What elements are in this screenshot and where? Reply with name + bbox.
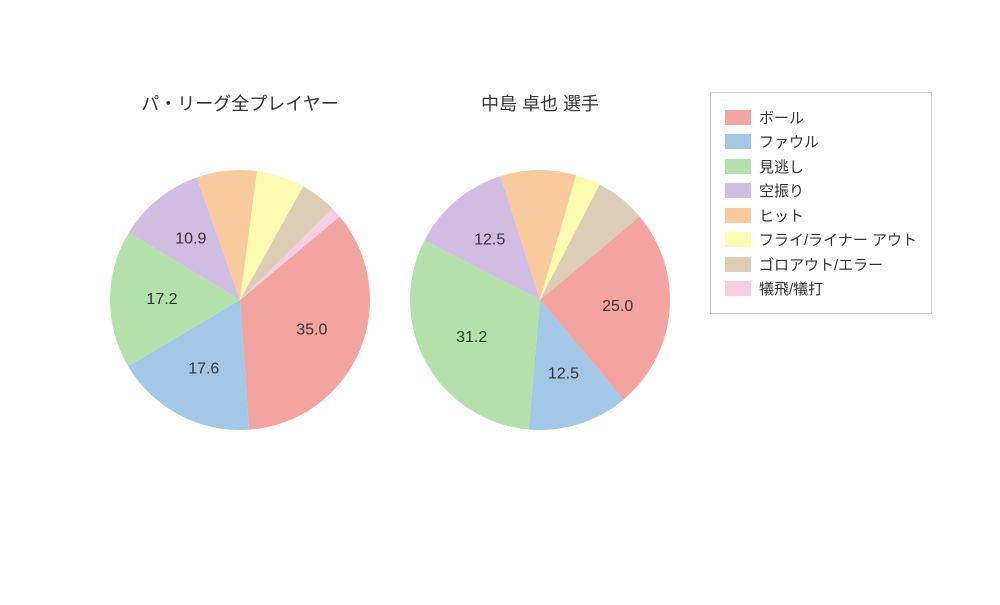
legend-label: ボール	[759, 107, 804, 128]
legend-item: ボール	[725, 107, 917, 128]
legend-item: フライ/ライナー アウト	[725, 229, 917, 250]
legend-swatch	[725, 232, 751, 247]
legend-item: ファウル	[725, 131, 917, 152]
legend-swatch	[725, 110, 751, 125]
legend: ボールファウル見逃し空振りヒットフライ/ライナー アウトゴロアウト/エラー犠飛/…	[710, 92, 932, 314]
legend-label: 見逃し	[759, 156, 804, 177]
legend-swatch	[725, 281, 751, 296]
legend-item: 見逃し	[725, 156, 917, 177]
chart-1-title: パ・リーグ全プレイヤー	[120, 90, 360, 116]
chart-1-title-wrapper: パ・リーグ全プレイヤー	[120, 90, 360, 134]
legend-label: フライ/ライナー アウト	[759, 229, 917, 250]
legend-label: 犠飛/犠打	[759, 278, 823, 299]
pie-slice-label: 25.0	[602, 298, 633, 315]
legend-label: ゴロアウト/エラー	[759, 254, 883, 275]
legend-swatch	[725, 159, 751, 174]
chart-2-title: 中島 卓也 選手	[420, 90, 660, 116]
pie-slice-label: 17.6	[188, 360, 219, 377]
pie-slice-label: 35.0	[296, 322, 327, 339]
legend-swatch	[725, 183, 751, 198]
legend-label: 空振り	[759, 180, 804, 201]
legend-label: ヒット	[759, 205, 804, 226]
pie-slice-label: 17.2	[146, 291, 177, 308]
pie-slice-label: 31.2	[456, 329, 487, 346]
pie-slice-label: 12.5	[548, 366, 579, 383]
legend-item: 犠飛/犠打	[725, 278, 917, 299]
legend-swatch	[725, 134, 751, 149]
legend-item: ヒット	[725, 205, 917, 226]
pie-slice-label: 12.5	[474, 232, 505, 249]
chart-2-title-wrapper: 中島 卓也 選手	[420, 90, 660, 134]
legend-item: 空振り	[725, 180, 917, 201]
legend-swatch	[725, 257, 751, 272]
chart-container: 35.0 17.6 17.2 10.9 25.0 12.5 31.2 12.5 パ・リーグ全プ…	[0, 0, 1000, 600]
pie-slice-label: 10.9	[175, 231, 206, 248]
legend-label: ファウル	[759, 131, 819, 152]
legend-item: ゴロアウト/エラー	[725, 254, 917, 275]
legend-swatch	[725, 208, 751, 223]
